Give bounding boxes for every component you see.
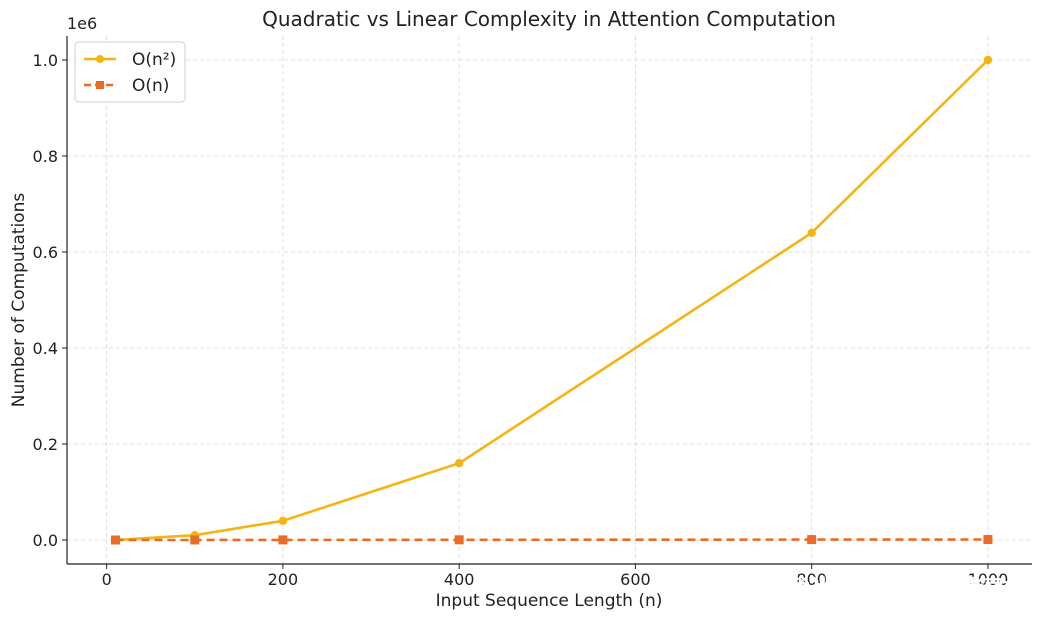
x-axis-label: Input Sequence Length (n) — [436, 591, 663, 611]
data-point-linear — [983, 535, 993, 545]
grid — [67, 36, 1032, 564]
data-point-quadratic — [983, 55, 993, 65]
data-point-linear — [454, 535, 464, 545]
data-point-linear — [190, 535, 200, 545]
legend: O(n²) O(n) — [74, 41, 186, 103]
series-layer — [110, 55, 993, 545]
legend-label-quadratic: O(n²) — [132, 50, 176, 70]
y-tick-label: 0.2 — [33, 435, 58, 454]
x-tick-label: 400 — [444, 570, 475, 589]
y-tick-label: 0.8 — [33, 147, 58, 166]
series-line-quadratic — [115, 59, 989, 542]
chart-title: Quadratic vs Linear Complexity in Attent… — [262, 7, 836, 31]
y-tick-label: 1.0 — [33, 51, 58, 70]
series-line-linear — [115, 538, 988, 542]
data-point-quadratic — [807, 228, 816, 237]
data-point-quadratic — [454, 459, 464, 468]
x-tick-label: 800 — [796, 570, 827, 589]
data-point-linear — [278, 535, 288, 545]
y-axis-offset-label: 1e6 — [67, 14, 97, 33]
x-tick-label: 600 — [620, 570, 651, 589]
y-tick-label: 0.6 — [33, 243, 58, 262]
x-tick-label: 0 — [102, 570, 112, 589]
legend-marker-quadratic — [96, 55, 104, 63]
x-tick-label: 1000 — [968, 570, 1009, 589]
axes: 0 200 400 600 800 1000 0.0 0.2 0.4 0.6 0.8 1.0 — [33, 36, 1032, 589]
y-tick-label: 0.0 — [33, 531, 58, 550]
watermark: 掘金技术社区 @ 数据智能老司机 — [730, 575, 1024, 599]
data-point-quadratic — [278, 516, 288, 525]
data-point-linear — [110, 535, 120, 545]
y-tick-label: 0.4 — [33, 339, 58, 358]
legend-marker-linear — [96, 81, 104, 89]
data-point-linear — [807, 535, 817, 545]
y-axis-label: Number of Computations — [9, 193, 29, 408]
legend-label-linear: O(n) — [132, 76, 169, 96]
x-tick-label: 200 — [268, 570, 299, 589]
